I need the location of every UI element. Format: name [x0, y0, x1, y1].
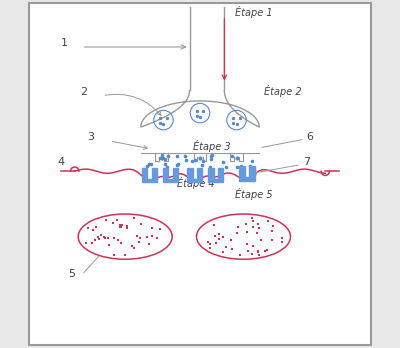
Text: Étape 1: Étape 1 [235, 6, 272, 18]
Text: Étape 2: Étape 2 [264, 85, 302, 97]
Text: 6: 6 [306, 132, 313, 142]
Polygon shape [163, 179, 178, 182]
Polygon shape [208, 168, 214, 179]
Polygon shape [218, 168, 223, 179]
Polygon shape [239, 177, 255, 181]
Polygon shape [249, 166, 255, 177]
Polygon shape [142, 179, 157, 182]
Text: Étape 5: Étape 5 [235, 188, 272, 200]
FancyBboxPatch shape [30, 3, 370, 345]
Polygon shape [208, 179, 223, 182]
Text: Étape 4: Étape 4 [177, 176, 215, 189]
Text: 5: 5 [68, 269, 75, 279]
Text: 1: 1 [61, 38, 68, 48]
Polygon shape [197, 168, 202, 179]
Polygon shape [142, 168, 148, 179]
Text: 7: 7 [303, 157, 310, 167]
Polygon shape [187, 168, 193, 179]
Polygon shape [172, 168, 178, 179]
Text: Étape 3: Étape 3 [193, 140, 231, 152]
Polygon shape [187, 179, 202, 182]
Text: 2: 2 [80, 87, 87, 97]
Text: 3: 3 [87, 132, 94, 142]
Polygon shape [239, 166, 245, 177]
Polygon shape [152, 168, 157, 179]
Polygon shape [163, 168, 168, 179]
Text: 4: 4 [57, 157, 64, 167]
